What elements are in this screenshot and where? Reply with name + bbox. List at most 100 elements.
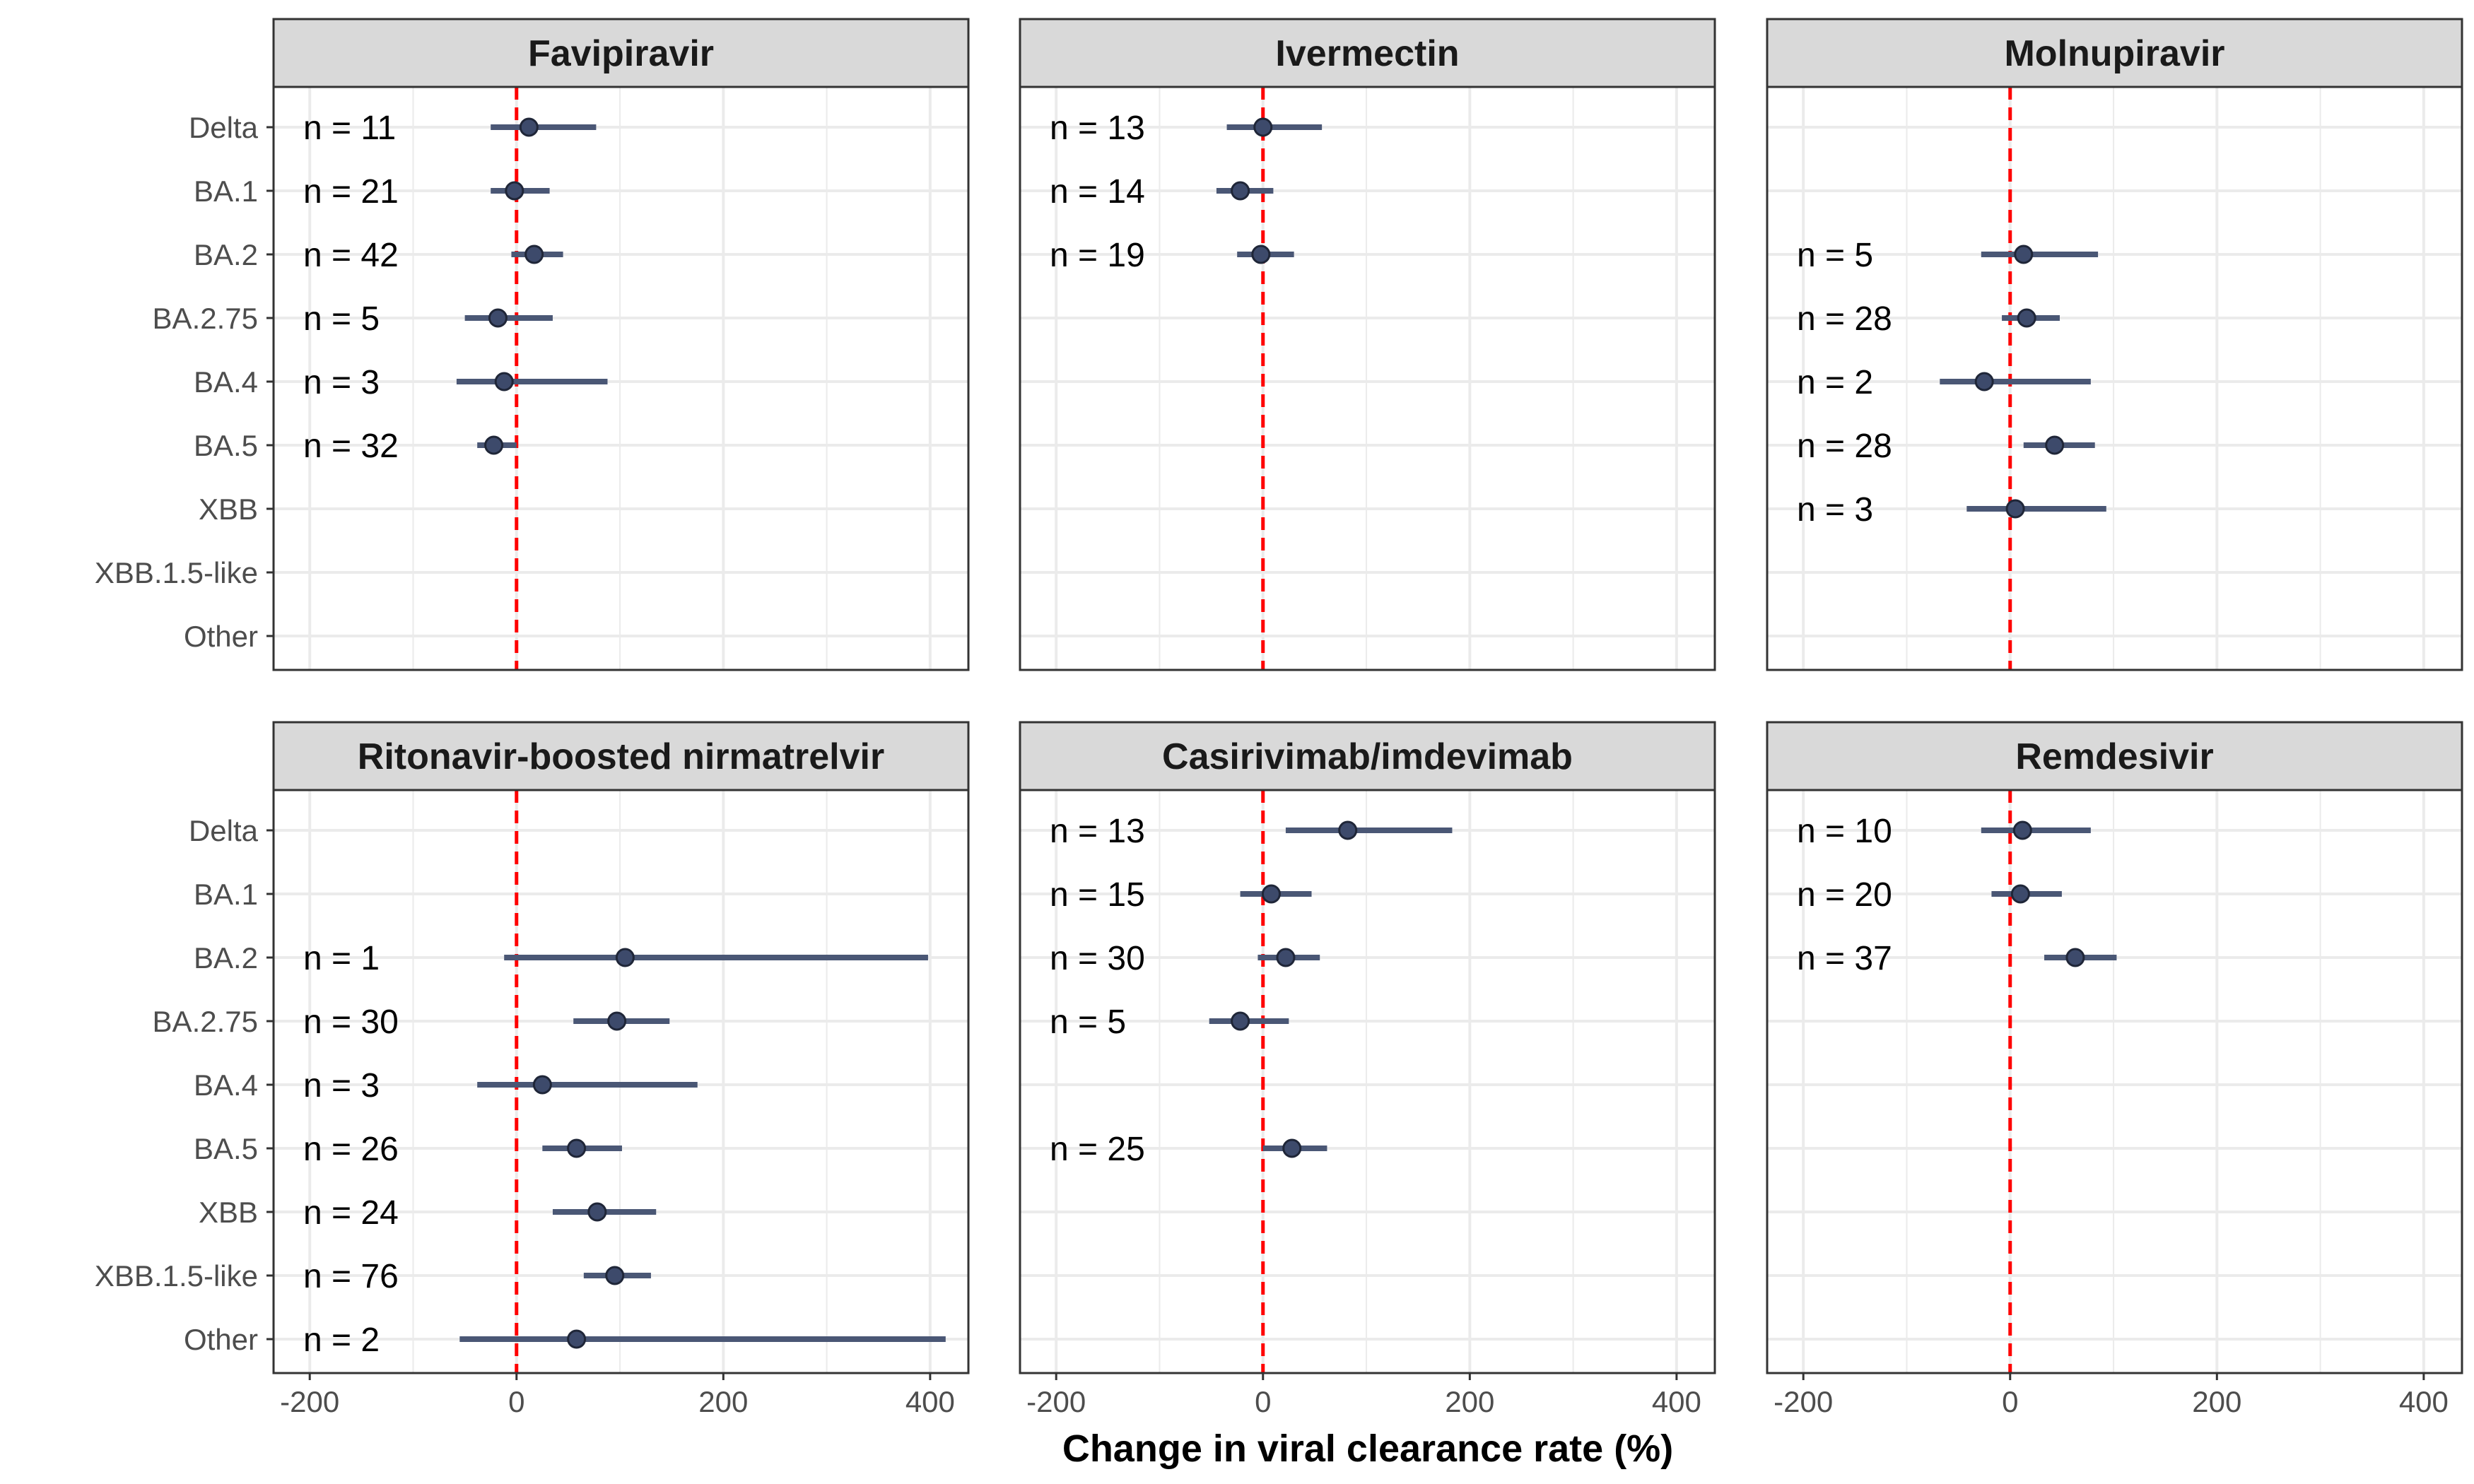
point-estimate [1251,245,1271,264]
sample-size-label: n = 3 [1797,491,1873,529]
point-estimate [2065,948,2085,967]
sample-size-label: n = 5 [1797,237,1873,274]
point-estimate [1276,948,1296,967]
point-estimate [567,1329,587,1349]
y-tick-label: Delta [189,814,259,847]
point-estimate [567,1138,587,1158]
x-tick-label: 400 [2399,1385,2449,1418]
y-tick-label: XBB [199,1196,258,1229]
row-delta: n = 10 [1797,813,2091,850]
row-xbb: n = 24 [303,1194,657,1232]
row-ba-2-75: n = 28 [1797,300,2060,338]
row-ba-2: n = 5 [1797,237,2099,274]
row-ba-2-75: n = 5 [1050,1003,1289,1041]
sample-size-label: n = 76 [303,1258,399,1295]
point-estimate [2014,245,2034,264]
panel-ritonavir-boosted-nirmatrelvir: n = 1 n = 30 n = 3 n = 26 n = 24 n = 76 n = 2 R… [95,721,970,1418]
panel-molnupiravir: n = 5 n = 28 n = 2 n = 28 n = 3 Molnupiravir [1766,18,2463,671]
y-tick-label: Delta [189,111,259,144]
x-tick-label: 400 [1652,1385,1701,1418]
sample-size-label: n = 30 [1050,940,1145,977]
panel-casirivimab-imdevimab: n = 13 n = 15 n = 30 n = 5 n = 25 Casirivimab… [1019,721,1716,1418]
sample-size-label: n = 30 [303,1003,399,1041]
row-other: n = 2 [303,1321,946,1359]
sample-size-label: n = 15 [1050,876,1145,914]
strip-background [1766,18,2463,88]
sample-size-label: n = 14 [1050,173,1145,211]
x-tick-label: 0 [1255,1385,1271,1418]
y-tick-label: BA.5 [194,429,258,462]
row-ba-2: n = 42 [303,237,563,274]
sample-size-label: n = 21 [303,173,399,211]
row-ba-1: n = 20 [1797,876,2062,914]
sample-size-label: n = 26 [303,1131,399,1168]
sample-size-label: n = 19 [1050,237,1145,274]
y-tick-label: BA.2.75 [153,1005,258,1038]
sample-size-label: n = 2 [1797,364,1873,401]
row-ba-2-75: n = 30 [303,1003,670,1041]
point-estimate [605,1266,625,1285]
strip-background [1019,18,1716,88]
row-ba-1: n = 21 [303,173,550,211]
x-tick-label: 400 [905,1385,955,1418]
y-tick-label: BA.1 [194,878,258,911]
sample-size-label: n = 24 [303,1194,399,1232]
row-ba-2: n = 19 [1050,237,1294,274]
point-estimate [484,435,504,455]
point-estimate [532,1075,552,1095]
sample-size-label: n = 2 [303,1321,380,1359]
panel-ivermectin: n = 13 n = 14 n = 19 Ivermectin [1019,18,1716,671]
point-estimate [2010,884,2030,904]
point-estimate [1253,117,1273,137]
panels-layer: n = 11 n = 21 n = 42 n = 5 n = 3 n = 32 Favipi… [95,18,2463,1418]
x-tick-label: 0 [508,1385,524,1418]
point-estimate [519,117,539,137]
row-ba-5: n = 25 [1050,1131,1327,1168]
y-tick-label: XBB [199,493,258,526]
strip-background [1019,721,1716,791]
x-axis-title: Change in viral clearance rate (%) [1062,1427,1673,1470]
point-estimate [2017,308,2036,328]
y-tick-label: BA.4 [194,1068,258,1102]
strip-background [272,18,970,88]
row-ba-2: n = 37 [1797,940,2117,977]
x-tick-label: -200 [1774,1385,1833,1418]
row-ba-2: n = 1 [303,940,928,977]
row-ba-1: n = 14 [1050,173,1274,211]
y-tick-label: BA.2 [194,238,258,271]
sample-size-label: n = 28 [1797,428,1892,465]
sample-size-label: n = 3 [303,1067,380,1105]
sample-size-label: n = 13 [1050,813,1145,850]
row-ba-4: n = 3 [303,364,608,401]
y-tick-label: BA.1 [194,175,258,208]
panel-remdesivir: n = 10 n = 20 n = 37 Remdesivir -200 0 200 400 [1766,721,2463,1418]
y-tick-label: XBB.1.5-like [95,1259,258,1292]
row-ba-5: n = 26 [303,1131,622,1168]
row-ba-4: n = 2 [1797,364,2091,401]
point-estimate [587,1202,607,1222]
x-tick-label: 0 [2002,1385,2018,1418]
sample-size-label: n = 37 [1797,940,1892,977]
point-estimate [2005,499,2025,519]
y-tick-label: XBB.1.5-like [95,556,258,589]
panel-title: Molnupiravir [2004,33,2224,74]
y-tick-label: BA.5 [194,1132,258,1165]
row-delta: n = 11 [303,110,597,147]
row-ba-1: n = 15 [1050,876,1312,914]
sample-size-label: n = 20 [1797,876,1892,914]
point-estimate [1261,884,1281,904]
y-tick-label: Other [184,1323,258,1356]
strip-background [272,721,970,791]
panel-title: Ritonavir-boosted nirmatrelvir [358,736,884,777]
sample-size-label: n = 1 [303,940,380,977]
row-ba-4: n = 3 [303,1067,698,1105]
point-estimate [524,245,544,264]
point-estimate [1231,1011,1250,1031]
point-estimate [2012,820,2032,840]
sample-size-label: n = 11 [303,110,396,147]
y-tick-label: BA.4 [194,365,258,399]
panel-favipiravir: n = 11 n = 21 n = 42 n = 5 n = 3 n = 32 Favipi… [95,18,970,671]
point-estimate [505,181,524,201]
sample-size-label: n = 25 [1050,1131,1145,1168]
